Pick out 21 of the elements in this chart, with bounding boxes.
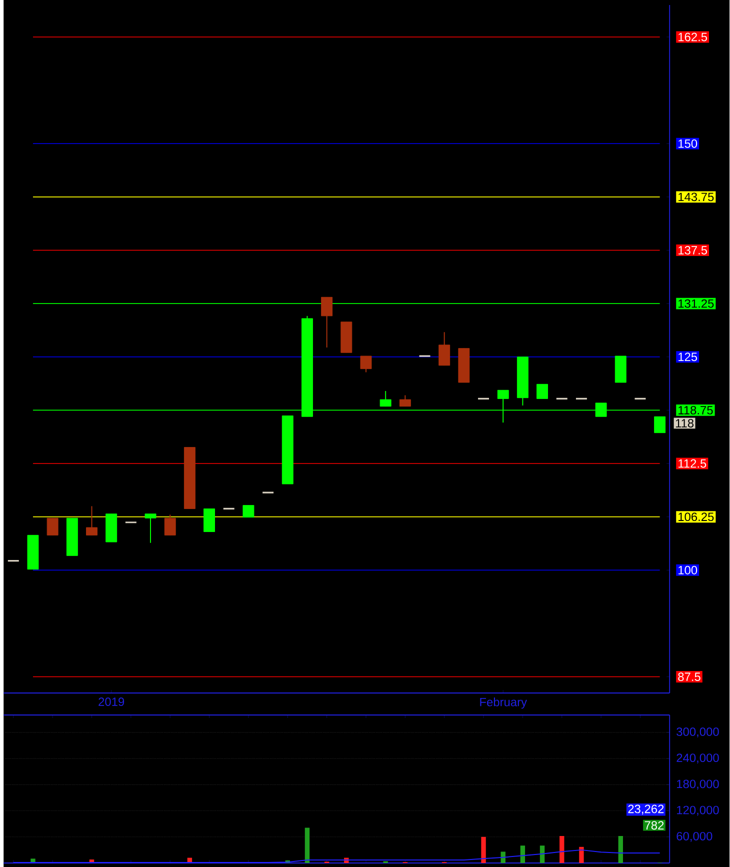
y-tick-label: 300,000 [676, 727, 720, 738]
x-tick-label: 2019 [98, 698, 124, 706]
y-tick-label: 180,000 [677, 780, 720, 790]
y-tick-label: 87.5 [678, 672, 701, 682]
y-tick-label: 131.25 [678, 299, 714, 308]
y-tick-label: 112.5 [678, 459, 706, 468]
x-tick-label: February [480, 698, 528, 709]
y-tick-label: 120,000 [677, 806, 720, 816]
y-tick-label: 106.25 [678, 512, 714, 522]
y-tick-label: 150 [678, 139, 698, 148]
y-tick-label: 162.5 [678, 32, 708, 42]
y-tick-label: 143.75 [678, 192, 714, 202]
annotation: 782 [645, 821, 664, 830]
y-tick-label: 60,000 [676, 832, 712, 842]
y-tick-label: 100 [678, 566, 698, 574]
y-tick-label: 118.75 [678, 406, 713, 414]
y-tick-label: 125 [678, 352, 698, 362]
y-tick-label: 240,000 [676, 754, 720, 764]
text: 118 [676, 419, 694, 428]
y-tick-label: 137.5 [678, 246, 708, 254]
annotation: 23,262 [628, 804, 664, 815]
